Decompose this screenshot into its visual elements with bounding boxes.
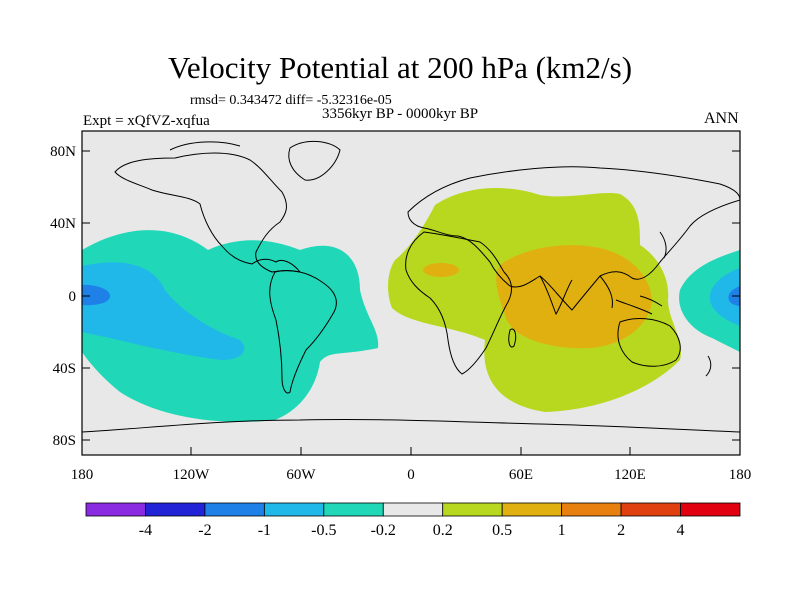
plot-title: Velocity Potential at 200 hPa (km2/s) <box>167 50 633 85</box>
season-label: ANN <box>704 110 739 127</box>
contour-positive-inner <box>496 245 652 349</box>
period-label: 3356kyr BP - 0000kyr BP <box>322 106 479 122</box>
lon-label-60e: 60E <box>509 467 533 483</box>
colorbar-label-7: 1 <box>558 522 566 539</box>
colorbar-swatch-5 <box>382 502 444 517</box>
lat-ticks <box>82 150 740 441</box>
stats-text: rmsd= 0.343472 diff= -5.32316e-05 <box>190 93 392 108</box>
lat-label-40n: 40N <box>50 216 76 232</box>
contour-positive-africa <box>423 263 459 277</box>
lon-label-120w: 120W <box>173 467 211 483</box>
lon-label-180w: 180 <box>71 467 94 483</box>
colorbar-label-9: 4 <box>677 522 685 539</box>
lon-label-0: 0 <box>407 467 415 483</box>
colorbar: -4 -2 -1 -0.5 -0.2 0.2 0.5 1 2 4 <box>85 502 741 539</box>
colorbar-swatch-8 <box>561 502 622 517</box>
lat-label-0: 0 <box>69 289 77 305</box>
experiment-label: Expt = xQfVZ-xqfua <box>83 113 210 129</box>
colorbar-label-3: -0.5 <box>311 522 336 539</box>
colorbar-label-8: 2 <box>617 522 625 539</box>
colorbar-label-2: -1 <box>258 522 271 539</box>
colorbar-swatch-9 <box>620 502 681 517</box>
lat-label-80s: 80S <box>53 433 76 449</box>
lon-label-60w: 60W <box>286 467 316 483</box>
contour-negative-westpac-inner <box>709 268 740 326</box>
coastlines <box>82 141 740 433</box>
colorbar-label-0: -4 <box>139 522 152 539</box>
lat-label-80n: 80N <box>50 144 76 160</box>
lon-label-120e: 120E <box>614 467 646 483</box>
lon-ticks <box>81 447 741 455</box>
lon-label-180e: 180 <box>729 467 752 483</box>
colorbar-swatch-6 <box>442 502 503 517</box>
colorbar-label-6: 0.5 <box>492 522 512 539</box>
colorbar-swatch-1 <box>145 502 206 517</box>
lat-label-40s: 40S <box>53 361 76 377</box>
colorbar-swatch-7 <box>501 502 563 517</box>
colorbar-swatch-10 <box>680 502 741 517</box>
colorbar-swatch-4 <box>323 502 384 517</box>
contour-negative-pacific-core <box>82 284 110 306</box>
colorbar-swatch-0 <box>85 502 146 517</box>
colorbar-label-4: -0.2 <box>371 522 396 539</box>
colorbar-label-1: -2 <box>198 522 211 539</box>
colorbar-swatch-2 <box>204 502 265 517</box>
colorbar-label-5: 0.2 <box>433 522 453 539</box>
contour-negative-pacific-inner <box>82 262 245 360</box>
colorbar-swatch-3 <box>263 502 325 517</box>
